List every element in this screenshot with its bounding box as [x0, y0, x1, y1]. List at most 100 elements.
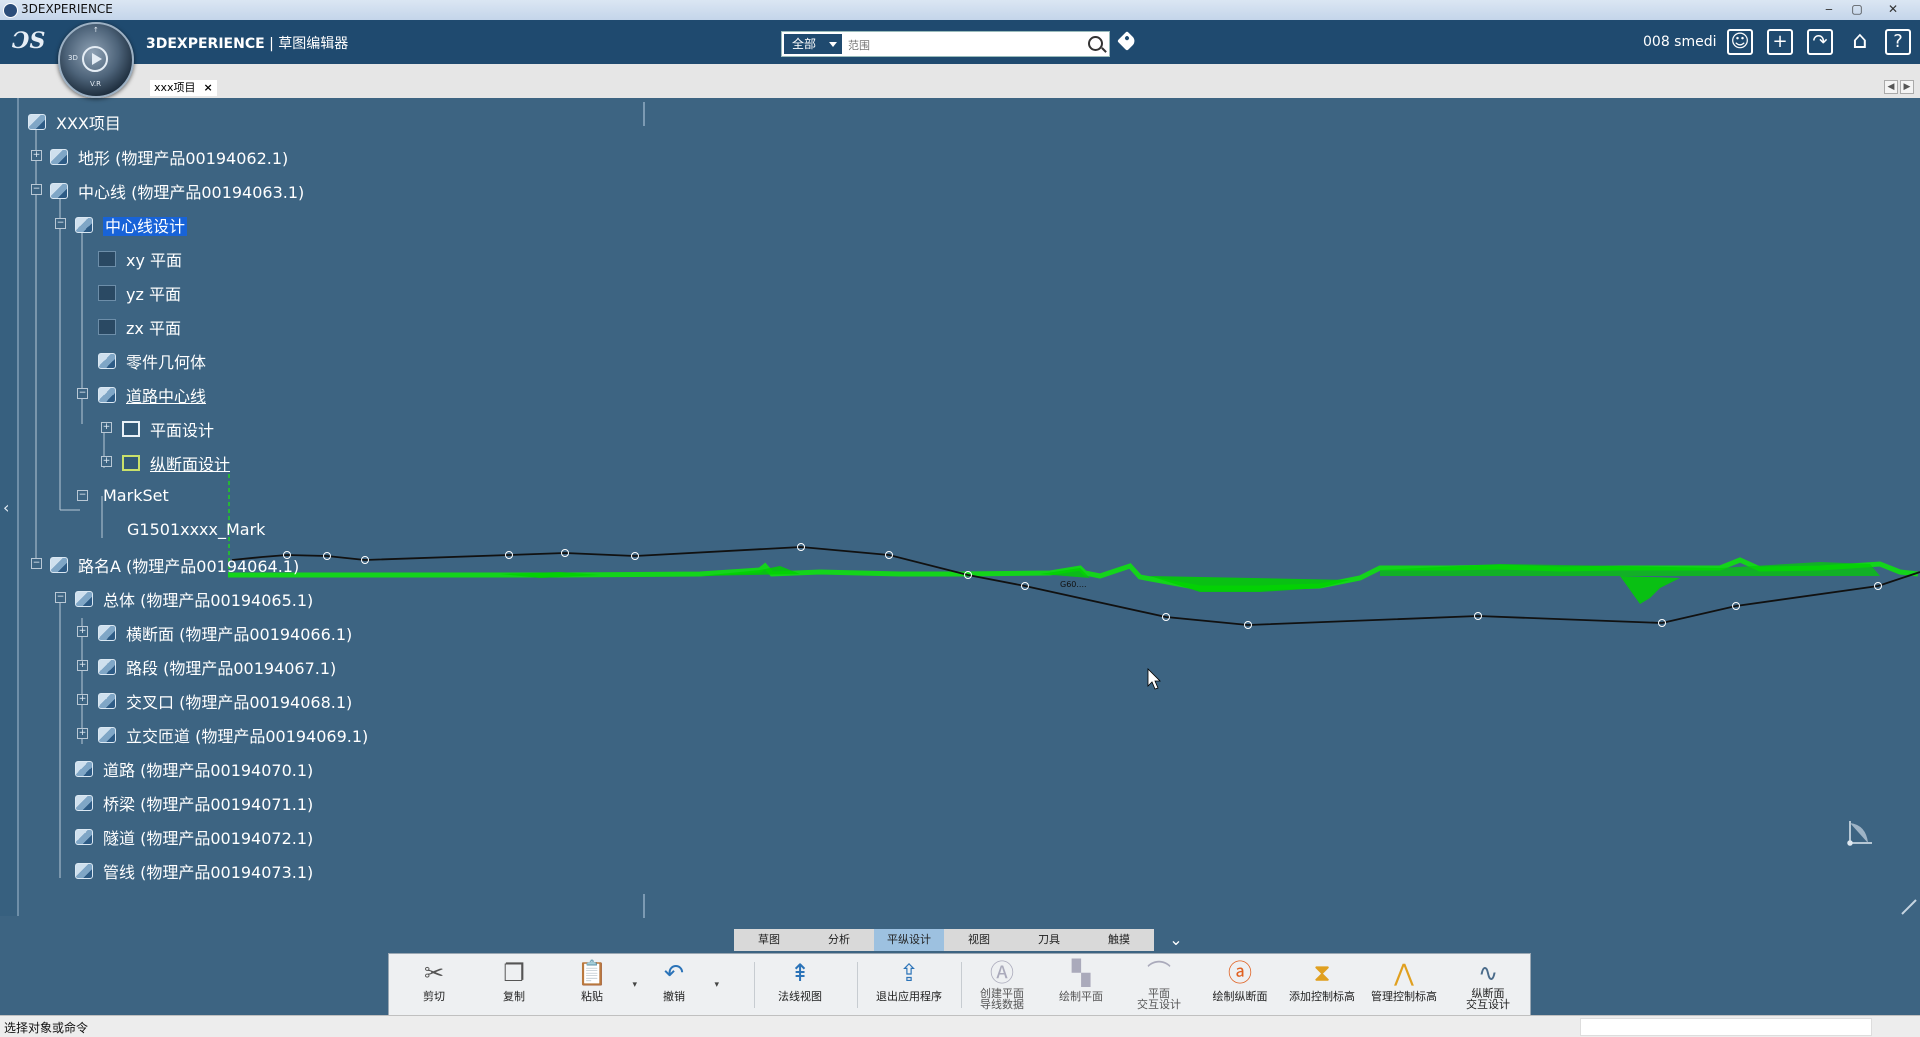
- dropdown-icon[interactable]: ▾: [632, 980, 637, 990]
- axis-triad-icon[interactable]: [1847, 821, 1872, 846]
- tree-item-pipeline[interactable]: 管线 (物理产品00194073.1): [75, 859, 313, 882]
- close-tab-icon[interactable]: ×: [203, 81, 213, 94]
- command-input[interactable]: [1580, 1018, 1872, 1036]
- exit-app-button[interactable]: ⇪ 退出应用程序: [864, 958, 954, 1004]
- expand-icon[interactable]: +: [77, 694, 88, 705]
- expand-icon[interactable]: +: [77, 660, 88, 671]
- undo-button[interactable]: ↶ 撤销 ▾: [639, 958, 719, 1004]
- tree-item-part-body[interactable]: 零件几何体: [98, 349, 206, 372]
- create-plane-data-button[interactable]: Ⓐ 创建平面 导线数据: [967, 958, 1037, 1010]
- tab-view[interactable]: 视图: [968, 933, 990, 946]
- tab-sketch[interactable]: 草图: [758, 933, 780, 946]
- chevron-left-icon[interactable]: ‹: [3, 498, 10, 517]
- tab-xxx-project[interactable]: xxx项目 ×: [150, 80, 217, 96]
- separator: [857, 962, 858, 1008]
- tab-scroll-right-icon[interactable]: ▶: [1900, 80, 1914, 94]
- collapse-icon[interactable]: −: [55, 592, 66, 603]
- tree-item-xy-plane[interactable]: xy 平面: [98, 247, 182, 270]
- chevron-down-icon[interactable]: ⌄: [1169, 930, 1183, 949]
- tree-item-cross-section[interactable]: 横断面 (物理产品00194066.1): [98, 621, 352, 644]
- normal-view-button[interactable]: ⇞ 法线视图: [765, 958, 835, 1004]
- expand-icon[interactable]: +: [77, 626, 88, 637]
- 3d-workspace[interactable]: ‹ G60....: [0, 98, 1920, 1015]
- body-icon: [98, 353, 116, 369]
- collapse-icon[interactable]: −: [77, 490, 88, 501]
- expand-icon[interactable]: +: [77, 728, 88, 739]
- home-icon[interactable]: ⌂: [1852, 26, 1868, 54]
- plane-interact-icon: ⌒: [1147, 959, 1171, 987]
- tree-item-mark[interactable]: G1501xxxx_Mark: [127, 520, 266, 539]
- search-icon[interactable]: [1088, 36, 1103, 51]
- help-icon[interactable]: ?: [1885, 29, 1911, 55]
- minimize-button[interactable]: ‒: [1825, 2, 1833, 16]
- plane-interactive-design-button[interactable]: ⌒ 平面 交互设计: [1124, 958, 1194, 1010]
- tree-item-profile-design[interactable]: 纵断面设计: [122, 451, 230, 474]
- tree-item-zx-plane[interactable]: zx 平面: [98, 315, 181, 338]
- tree-item-road-segment[interactable]: 路段 (物理产品00194067.1): [98, 655, 336, 678]
- add-icon[interactable]: +: [1767, 29, 1793, 55]
- tree-item-tunnel[interactable]: 隧道 (物理产品00194072.1): [75, 825, 313, 848]
- profile-draw-icon: ⓐ: [1228, 959, 1252, 987]
- profile-interactive-design-button[interactable]: ∿ 纵断面 交互设计: [1448, 958, 1528, 1010]
- resize-grip-icon[interactable]: [1901, 899, 1917, 915]
- copy-icon: ❐: [503, 959, 525, 987]
- product-icon: [98, 659, 116, 675]
- tree-item-centerline[interactable]: 中心线 (物理产品00194063.1): [50, 179, 304, 202]
- search-box[interactable]: 全部: [781, 31, 1110, 57]
- product-icon: [50, 183, 68, 199]
- control-points[interactable]: [283, 543, 1882, 629]
- status-bar: 选择对象或命令: [0, 1015, 1920, 1037]
- draw-plane-button[interactable]: ▚ 绘制平面: [1046, 958, 1116, 1004]
- tree-item-intersection[interactable]: 交叉口 (物理产品00194068.1): [98, 689, 352, 712]
- collapse-icon[interactable]: −: [77, 388, 88, 399]
- copy-button[interactable]: ❐ 复制: [479, 958, 549, 1004]
- design-canvas[interactable]: G60....: [0, 98, 1920, 1015]
- profile-icon[interactable]: ☺: [1727, 29, 1753, 55]
- close-window-button[interactable]: ✕: [1887, 2, 1899, 16]
- tag-icon[interactable]: [1117, 31, 1137, 51]
- tree-item-centerline-design[interactable]: 中心线设计: [75, 213, 188, 236]
- play-icon[interactable]: [82, 46, 108, 72]
- user-name[interactable]: 008 smedi: [1643, 34, 1717, 50]
- tree-item-terrain[interactable]: 地形 (物理产品00194062.1): [50, 145, 288, 168]
- tree-root[interactable]: XXX项目: [28, 110, 121, 133]
- product-icon: [75, 829, 93, 845]
- tree-item-road-centerline[interactable]: 道路中心线: [98, 383, 206, 406]
- expand-icon[interactable]: +: [101, 422, 112, 433]
- tree-item-bridge[interactable]: 桥梁 (物理产品00194071.1): [75, 791, 313, 814]
- tree-item-plan-design[interactable]: 平面设计: [122, 417, 214, 440]
- action-bar: ✂ 剪切 ❐ 复制 📋 粘贴 ▾ ↶ 撤销 ▾ ⇞ 法线视图 ⇪ 退出应用程序 Ⓐ 创建平面 导线数…: [388, 953, 1531, 1016]
- tab-tools[interactable]: 刀具: [1038, 933, 1060, 946]
- tab-touch[interactable]: 触摸: [1108, 933, 1130, 946]
- tab-plan-profile-design[interactable]: 平纵设计: [874, 929, 944, 951]
- manage-control-elevation-button[interactable]: ⋀ 管理控制标高: [1362, 958, 1446, 1004]
- tree-item-ramp[interactable]: 立交匝道 (物理产品00194069.1): [98, 723, 368, 746]
- control-point: [361, 556, 369, 564]
- tree-item-markset[interactable]: MarkSet: [103, 486, 169, 505]
- tree-item-road[interactable]: 道路 (物理产品00194070.1): [75, 757, 313, 780]
- collapse-icon[interactable]: −: [31, 184, 42, 195]
- paste-button[interactable]: 📋 粘贴 ▾: [557, 958, 637, 1004]
- control-point: [323, 552, 331, 560]
- side-panel-handle[interactable]: ‹: [0, 98, 19, 916]
- tree-item-road-a[interactable]: 路名A (物理产品00194064.1): [50, 553, 299, 576]
- dropdown-icon[interactable]: ▾: [714, 980, 719, 990]
- share-icon[interactable]: ↷: [1807, 29, 1833, 55]
- search-input[interactable]: [846, 35, 1080, 55]
- tab-scroll-left-icon[interactable]: ◀: [1884, 80, 1898, 94]
- expand-icon[interactable]: +: [31, 150, 42, 161]
- cut-button[interactable]: ✂ 剪切: [399, 958, 469, 1004]
- tab-analysis[interactable]: 分析: [828, 933, 850, 946]
- tree-item-yz-plane[interactable]: yz 平面: [98, 281, 181, 304]
- draw-profile-button[interactable]: ⓐ 绘制纵断面: [1202, 958, 1278, 1004]
- add-control-elevation-button[interactable]: ⧗ 添加控制标高: [1280, 958, 1364, 1004]
- collapse-icon[interactable]: −: [55, 218, 66, 229]
- compass-icon[interactable]: 3D V.R ↑: [58, 22, 134, 98]
- collapse-icon[interactable]: −: [31, 558, 42, 569]
- restore-button[interactable]: ▢: [1851, 2, 1863, 16]
- undo-icon: ↶: [663, 959, 685, 987]
- tree-item-overall[interactable]: 总体 (物理产品00194065.1): [75, 587, 313, 610]
- search-scope-dropdown[interactable]: 全部: [784, 34, 842, 54]
- product-icon: [50, 149, 68, 165]
- expand-icon[interactable]: +: [101, 456, 112, 467]
